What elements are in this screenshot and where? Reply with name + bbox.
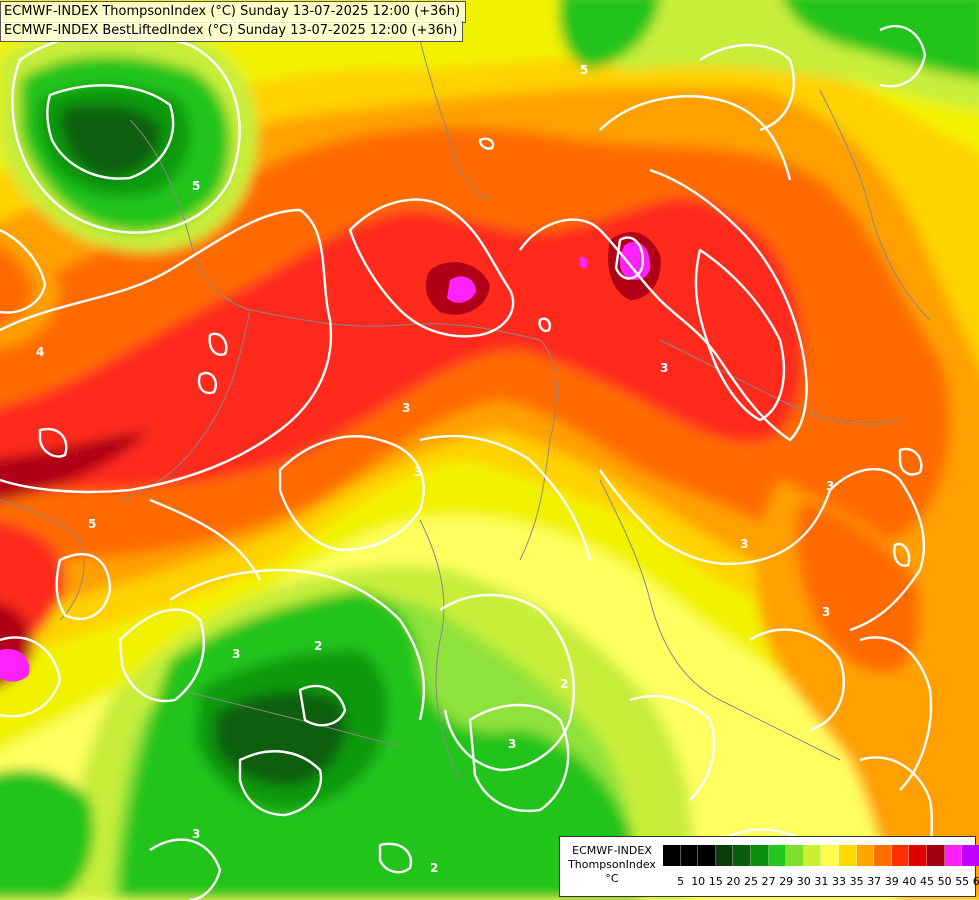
legend-swatch [803,845,822,866]
legend-swatch [891,845,910,866]
legend-swatch [856,845,875,866]
legend-title: ECMWF-INDEX ThompsonIndex °C [568,844,656,885]
legend-level-label: 27 [761,875,776,888]
contour-label: 3 [822,605,830,619]
contour-label: 2 [560,677,568,691]
legend-level-label: 25 [744,875,758,888]
contour-label: 3 [402,401,410,415]
contour-label: 3 [740,537,748,551]
legend-level-label: 15 [708,875,723,888]
legend-swatch [909,845,927,866]
contour-label: 3 [660,361,668,375]
legend-swatch [663,845,681,866]
legend-color-bar [663,845,979,866]
legend-swatch [750,845,769,866]
legend-level-label: 31 [814,875,829,888]
legend-level-label: 55 [955,875,970,888]
legend-swatch [768,845,787,866]
map-title-best-lifted-index: ECMWF-INDEX BestLiftedIndex (°C) Sunday … [0,21,464,42]
legend-swatch [838,845,857,866]
legend-level-label: 45 [920,875,934,888]
legend-swatch [821,845,839,866]
legend-swatch [698,845,716,866]
contour-label: 2 [430,861,438,875]
contour-label: 3 [232,647,240,661]
legend-level-label: 35 [849,875,864,888]
legend-level-label: 50 [937,875,952,888]
legend-swatch [926,845,945,866]
color-legend: ECMWF-INDEX ThompsonIndex °C 5 10 15 20 25 27… [559,836,979,897]
legend-level-label: 39 [884,875,899,888]
legend-level-label: 60 [972,875,979,888]
contour-label: 3 [826,479,834,493]
legend-swatch [944,845,963,866]
legend-swatch [715,845,734,866]
contour-label: 5 [88,517,96,531]
legend-level-label: 10 [691,875,706,888]
legend-swatch [962,845,979,866]
legend-level-label: 40 [902,875,917,888]
legend-swatch [786,845,804,866]
contour-label: 4 [36,345,44,359]
contour-label: 5 [580,63,588,77]
map-title-thompson-index: ECMWF-INDEX ThompsonIndex (°C) Sunday 13… [0,1,467,23]
legend-level-label: 30 [796,875,811,888]
legend-level-label: 20 [726,875,741,888]
legend-swatch [874,845,892,866]
legend-level-label: 5 [677,875,685,888]
legend-swatch [680,845,699,866]
contour-label: 3 [414,465,422,479]
legend-level-label: 33 [832,875,846,888]
contour-label: 2 [314,639,322,653]
legend-swatch [733,845,751,866]
contour-label: 3 [508,737,516,751]
legend-level-label: 37 [867,875,882,888]
legend-level-label: 29 [779,875,794,888]
contour-label: 3 [192,827,200,841]
contour-label: 5 [192,179,200,193]
